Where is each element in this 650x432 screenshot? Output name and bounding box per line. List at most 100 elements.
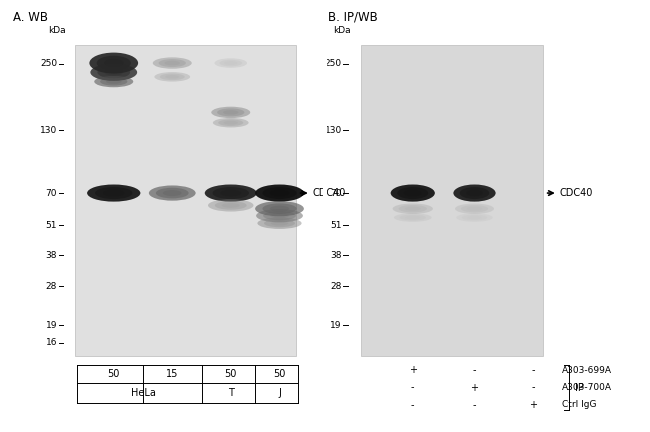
Ellipse shape: [224, 61, 237, 65]
Ellipse shape: [97, 56, 131, 70]
Ellipse shape: [270, 221, 289, 226]
Text: -: -: [473, 400, 476, 410]
Ellipse shape: [94, 76, 133, 87]
Ellipse shape: [460, 187, 489, 199]
Text: 50: 50: [107, 369, 120, 379]
Text: HeLa: HeLa: [131, 388, 155, 398]
Text: 38: 38: [330, 251, 342, 260]
Ellipse shape: [405, 206, 421, 211]
Ellipse shape: [211, 107, 250, 118]
Text: 38: 38: [46, 251, 57, 260]
Text: 50: 50: [224, 369, 237, 379]
Ellipse shape: [153, 57, 192, 69]
Ellipse shape: [213, 118, 248, 127]
Ellipse shape: [89, 53, 138, 73]
Ellipse shape: [214, 58, 247, 68]
Ellipse shape: [217, 108, 244, 116]
Text: CDC40: CDC40: [560, 188, 593, 198]
Ellipse shape: [467, 216, 482, 219]
Text: 70: 70: [330, 188, 342, 197]
Ellipse shape: [159, 59, 186, 67]
Ellipse shape: [270, 190, 289, 197]
Text: A. WB: A. WB: [13, 11, 48, 24]
Text: 250: 250: [325, 59, 342, 68]
Text: T: T: [227, 388, 234, 398]
Ellipse shape: [223, 110, 239, 114]
Ellipse shape: [224, 121, 238, 124]
Text: IP: IP: [575, 382, 584, 393]
Ellipse shape: [155, 72, 190, 82]
Ellipse shape: [263, 211, 296, 220]
Text: +: +: [471, 382, 478, 393]
Ellipse shape: [106, 79, 122, 84]
Text: +: +: [409, 365, 417, 375]
Text: J: J: [278, 388, 281, 398]
Text: kDa: kDa: [48, 25, 66, 35]
Text: 16: 16: [46, 338, 57, 347]
Text: 51: 51: [46, 221, 57, 230]
Text: 28: 28: [331, 282, 342, 291]
Ellipse shape: [220, 60, 242, 67]
Ellipse shape: [98, 67, 130, 78]
Ellipse shape: [393, 203, 433, 214]
Text: -: -: [531, 365, 535, 375]
Ellipse shape: [218, 119, 243, 126]
Ellipse shape: [149, 185, 196, 200]
Ellipse shape: [398, 205, 427, 213]
Ellipse shape: [466, 190, 483, 197]
Ellipse shape: [461, 205, 488, 213]
Ellipse shape: [405, 216, 421, 219]
Text: 19: 19: [330, 321, 342, 330]
Text: -: -: [473, 365, 476, 375]
Ellipse shape: [454, 184, 495, 202]
Text: Ctrl IgG: Ctrl IgG: [562, 400, 597, 409]
Ellipse shape: [456, 213, 493, 222]
Ellipse shape: [255, 201, 304, 216]
Ellipse shape: [404, 190, 422, 197]
Ellipse shape: [165, 75, 179, 79]
Ellipse shape: [213, 187, 249, 199]
Bar: [75, 45, 296, 356]
Ellipse shape: [163, 190, 181, 196]
Ellipse shape: [462, 215, 488, 220]
Ellipse shape: [467, 206, 482, 211]
Text: -: -: [411, 382, 415, 393]
Text: CDC40: CDC40: [313, 188, 346, 198]
Ellipse shape: [164, 61, 180, 65]
Ellipse shape: [208, 199, 254, 212]
Text: 15: 15: [166, 369, 179, 379]
Text: kDa: kDa: [333, 25, 350, 35]
Text: 19: 19: [46, 321, 57, 330]
Ellipse shape: [205, 184, 257, 202]
Ellipse shape: [391, 184, 435, 202]
Text: A303-700A: A303-700A: [562, 383, 612, 392]
Ellipse shape: [103, 190, 124, 197]
Ellipse shape: [220, 190, 241, 197]
Text: -: -: [531, 382, 535, 393]
Ellipse shape: [100, 78, 127, 86]
Ellipse shape: [160, 73, 185, 80]
Ellipse shape: [255, 184, 304, 202]
Ellipse shape: [95, 187, 133, 199]
Ellipse shape: [455, 203, 494, 214]
Ellipse shape: [256, 209, 303, 222]
Ellipse shape: [214, 201, 247, 210]
Ellipse shape: [263, 203, 296, 214]
Ellipse shape: [263, 187, 296, 199]
Text: +: +: [529, 400, 537, 410]
Text: 250: 250: [40, 59, 57, 68]
Text: 130: 130: [40, 126, 57, 135]
Ellipse shape: [222, 203, 240, 208]
Bar: [361, 45, 543, 356]
Text: 70: 70: [46, 188, 57, 197]
Text: 50: 50: [273, 369, 286, 379]
Ellipse shape: [90, 64, 137, 81]
Text: A303-699A: A303-699A: [562, 366, 612, 375]
Ellipse shape: [394, 213, 432, 222]
Text: -: -: [411, 400, 415, 410]
Ellipse shape: [400, 215, 426, 220]
Text: 130: 130: [324, 126, 342, 135]
Ellipse shape: [270, 213, 289, 218]
Text: 51: 51: [330, 221, 342, 230]
Ellipse shape: [270, 206, 289, 212]
